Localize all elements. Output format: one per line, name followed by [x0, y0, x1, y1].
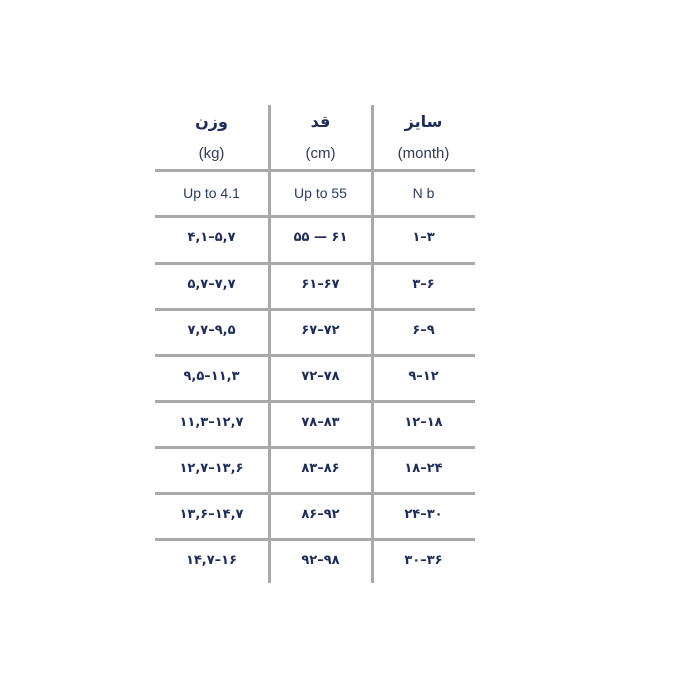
cell-size: ۹–۱۲: [408, 369, 439, 384]
cell-size: N b: [412, 185, 435, 201]
row-divider: [155, 262, 475, 265]
column-divider: [268, 105, 271, 583]
cell-weight: ۴,۱–۵,۷: [187, 230, 236, 245]
header-size-unit: (month): [397, 145, 450, 162]
header-size-title: سایز: [404, 112, 443, 131]
cell-size: ۶–۹: [412, 323, 435, 338]
column-divider: [371, 105, 374, 583]
row-divider: [155, 308, 475, 311]
cell-height: ۸۳–۸۶: [301, 461, 340, 476]
cell-size: ۳–۶: [412, 277, 435, 292]
cell-size: ۱۲–۱۸: [404, 415, 443, 430]
row-divider: [155, 169, 475, 172]
cell-height: ۶۷–۷۲: [301, 323, 340, 338]
cell-size: ۲۴–۳۰: [404, 507, 443, 522]
row-divider: [155, 492, 475, 495]
header-weight-title: وزن: [195, 112, 228, 131]
header-weight-unit: (kg): [198, 145, 225, 162]
row-divider: [155, 215, 475, 218]
cell-height: ۶۱–۶۷: [301, 277, 340, 292]
cell-size: ۳۰–۳۶: [404, 553, 443, 568]
row-divider: [155, 446, 475, 449]
cell-weight: ۱۱,۳–۱۲,۷: [179, 415, 244, 430]
cell-height: ۷۸–۸۳: [301, 415, 340, 430]
cell-weight: Up to 4.1: [183, 185, 240, 201]
cell-weight: ۱۳,۶–۱۴,۷: [179, 507, 244, 522]
cell-height: ۸۶–۹۲: [301, 507, 340, 522]
cell-height: ۵۵ — ۶۱: [293, 230, 348, 245]
header-height-title: قد: [310, 112, 331, 131]
cell-weight: ۱۲,۷–۱۳,۶: [179, 461, 244, 476]
row-divider: [155, 400, 475, 403]
cell-weight: ۷,۷–۹,۵: [187, 323, 236, 338]
cell-height: Up to 55: [294, 185, 347, 201]
cell-height: ۷۲–۷۸: [301, 369, 340, 384]
cell-size: ۱۸–۲۴: [404, 461, 443, 476]
cell-weight: ۹,۵–۱۱,۳: [183, 369, 240, 384]
cell-size: ۱–۳: [412, 230, 435, 245]
row-divider: [155, 538, 475, 541]
row-divider: [155, 354, 475, 357]
header-height-unit: (cm): [305, 145, 336, 162]
cell-weight: ۵,۷–۷,۷: [187, 277, 236, 292]
cell-weight: ۱۴,۷–۱۶: [185, 553, 238, 568]
cell-height: ۹۲–۹۸: [301, 553, 340, 568]
